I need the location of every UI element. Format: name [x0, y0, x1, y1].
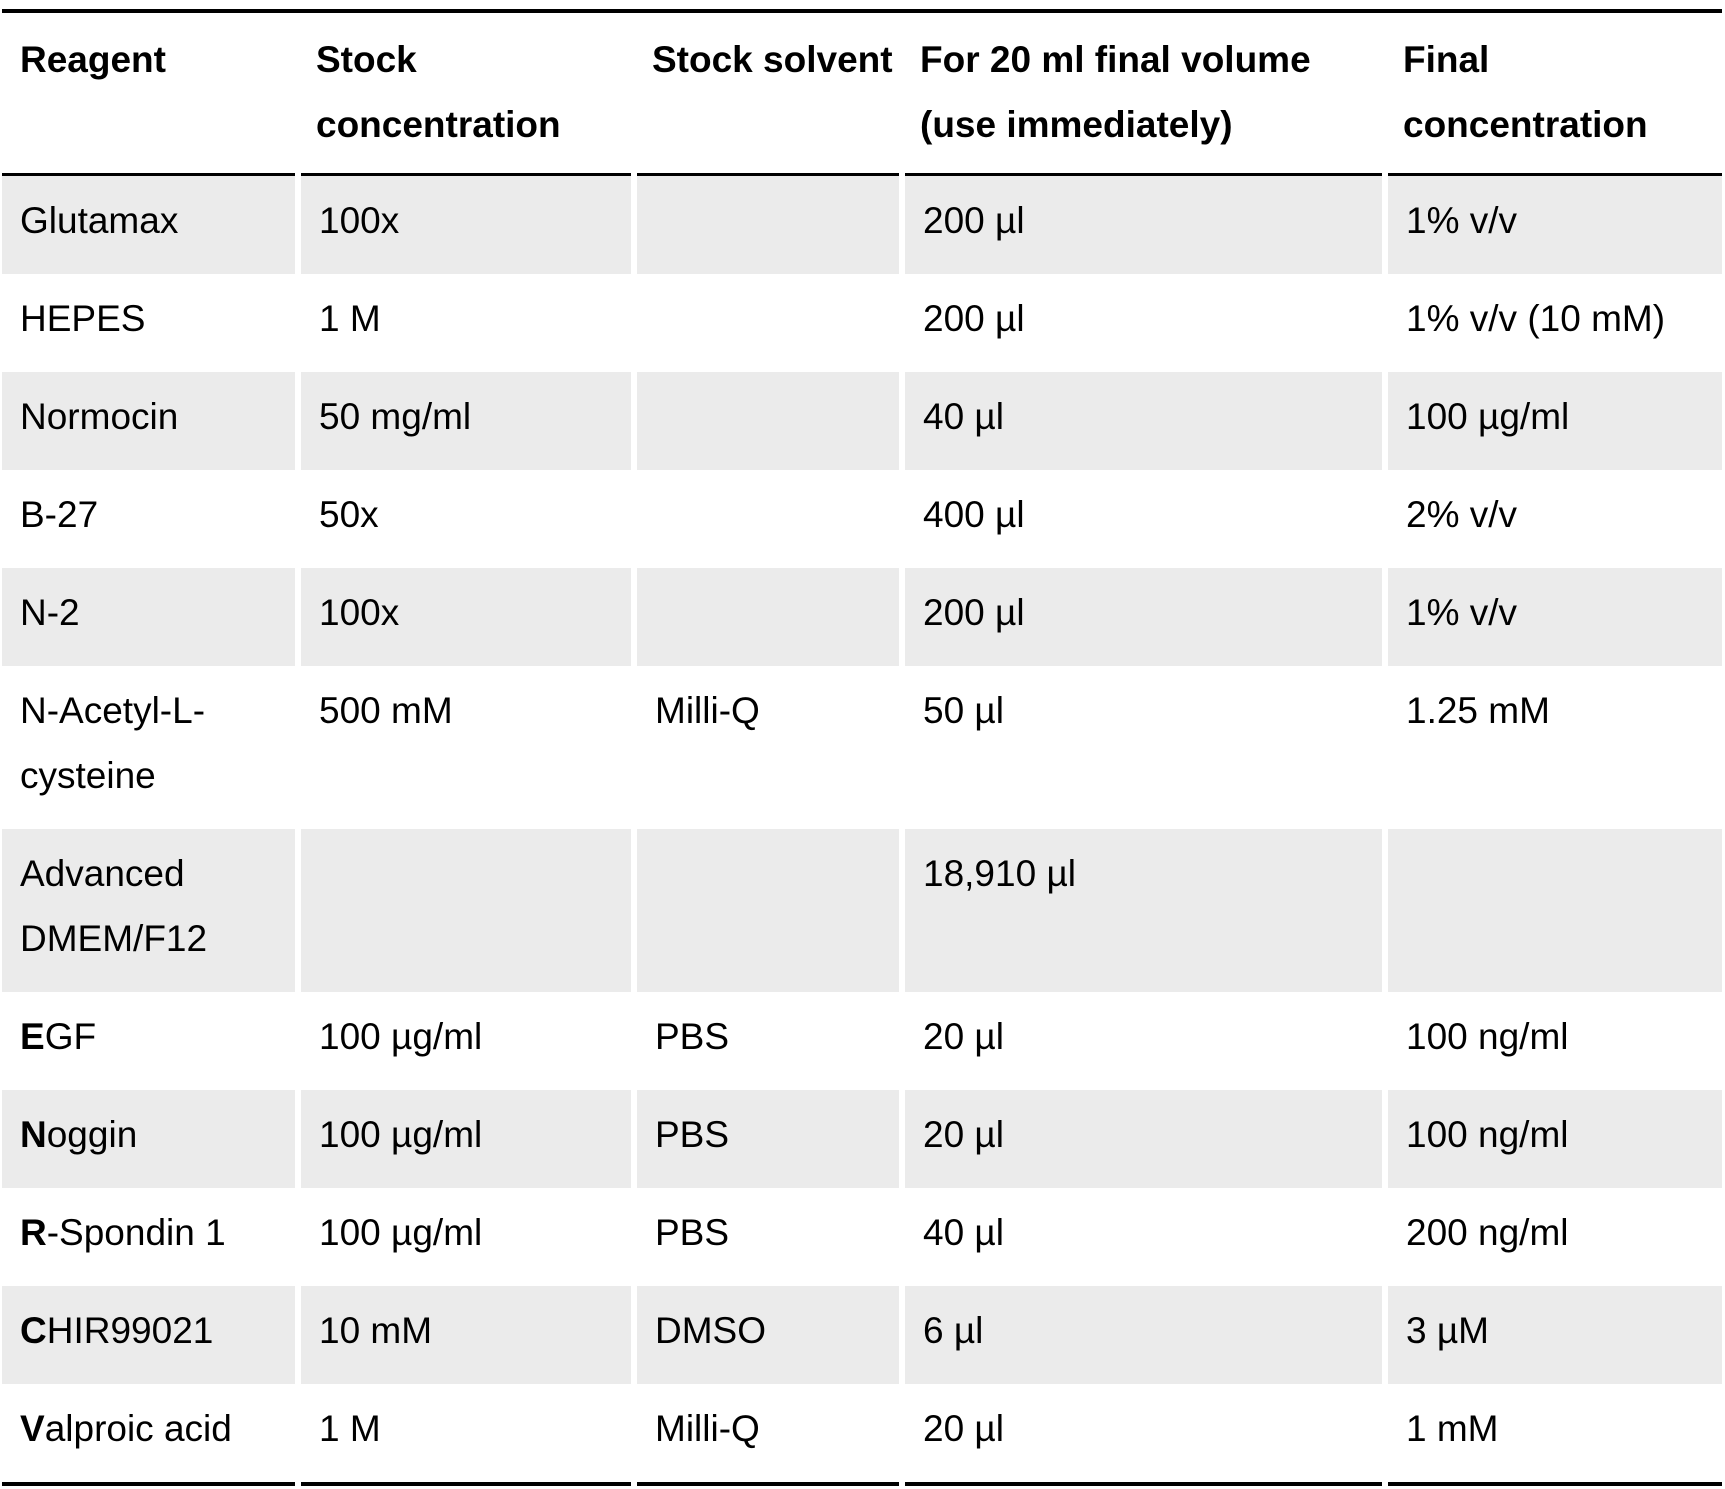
cell-reagent: CHIR99021: [2, 1286, 298, 1384]
cell-stock-solvent: [631, 274, 902, 372]
cell-volume: 6 µl: [899, 1286, 1385, 1384]
cell-reagent: B-27: [2, 470, 298, 568]
cell-stock-solvent: Milli-Q: [631, 666, 902, 829]
reagent-name: N-Acetyl-L-cysteine: [20, 690, 206, 796]
cell-reagent: Glutamax: [2, 174, 298, 274]
cell-stock-concentration: 50x: [295, 470, 634, 568]
table-row: Advanced DMEM/F12 18,910 µl: [2, 829, 1722, 992]
reagent-initial: C: [20, 1310, 47, 1351]
cell-reagent: Valproic acid: [2, 1384, 298, 1484]
reagent-name: N-2: [20, 592, 80, 633]
cell-volume: 18,910 µl: [899, 829, 1385, 992]
table-row: CHIR99021 10 mM DMSO 6 µl 3 µM: [2, 1286, 1722, 1384]
cell-stock-concentration: 500 mM: [295, 666, 634, 829]
reagent-initial: N: [20, 1114, 47, 1155]
cell-reagent: Noggin: [2, 1090, 298, 1188]
cell-stock-concentration: 50 mg/ml: [295, 372, 634, 470]
table-row: N-2 100x 200 µl 1% v/v: [2, 568, 1722, 666]
table-body: Glutamax 100x 200 µl 1% v/v HEPES 1 M 200 µl 1%…: [2, 174, 1722, 1484]
reagent-name: Normocin: [20, 396, 179, 437]
cell-stock-concentration: 1 M: [295, 274, 634, 372]
cell-final-concentration: 200 ng/ml: [1382, 1188, 1722, 1286]
reagent-name: Advanced DMEM/F12: [20, 853, 208, 959]
cell-reagent: R-Spondin 1: [2, 1188, 298, 1286]
cell-stock-concentration: 100x: [295, 174, 634, 274]
table-row: EGF 100 µg/ml PBS 20 µl 100 ng/ml: [2, 992, 1722, 1090]
table-row: Noggin 100 µg/ml PBS 20 µl 100 ng/ml: [2, 1090, 1722, 1188]
table-row: Glutamax 100x 200 µl 1% v/v: [2, 174, 1722, 274]
cell-reagent: Advanced DMEM/F12: [2, 829, 298, 992]
cell-stock-concentration: 100 µg/ml: [295, 1090, 634, 1188]
cell-final-concentration: 100 µg/ml: [1382, 372, 1722, 470]
reagent-initial: R: [20, 1212, 47, 1253]
header-stock-concentration: Stock concentration: [298, 11, 634, 175]
cell-final-concentration: 3 µM: [1382, 1286, 1722, 1384]
cell-stock-concentration: [295, 829, 634, 992]
cell-volume: 20 µl: [899, 992, 1385, 1090]
cell-volume: 20 µl: [899, 1384, 1385, 1484]
header-volume: For 20 ml final volume (use immediately): [902, 11, 1385, 175]
reagent-table-container: Reagent Stock concentration Stock solven…: [2, 9, 1722, 1486]
cell-stock-solvent: PBS: [631, 1090, 902, 1188]
reagent-name: -Spondin 1: [46, 1212, 226, 1253]
cell-volume: 40 µl: [899, 1188, 1385, 1286]
reagent-name: GF: [44, 1016, 97, 1057]
table-row: N-Acetyl-L-cysteine 500 mM Milli-Q 50 µl 1.2…: [2, 666, 1722, 829]
table-row: B-27 50x 400 µl 2% v/v: [2, 470, 1722, 568]
cell-stock-solvent: PBS: [631, 992, 902, 1090]
cell-reagent: N-Acetyl-L-cysteine: [2, 666, 298, 829]
table-row: Normocin 50 mg/ml 40 µl 100 µg/ml: [2, 372, 1722, 470]
cell-final-concentration: [1382, 829, 1722, 992]
cell-stock-solvent: [631, 174, 902, 274]
cell-volume: 200 µl: [899, 174, 1385, 274]
table-row: Valproic acid 1 M Milli-Q 20 µl 1 mM: [2, 1384, 1722, 1484]
cell-stock-solvent: PBS: [631, 1188, 902, 1286]
reagent-name: Glutamax: [20, 200, 179, 241]
cell-stock-concentration: 100x: [295, 568, 634, 666]
cell-stock-solvent: [631, 568, 902, 666]
cell-stock-concentration: 100 µg/ml: [295, 1188, 634, 1286]
cell-final-concentration: 1% v/v: [1382, 568, 1722, 666]
cell-reagent: HEPES: [2, 274, 298, 372]
cell-volume: 20 µl: [899, 1090, 1385, 1188]
cell-volume: 200 µl: [899, 568, 1385, 666]
cell-final-concentration: 1% v/v: [1382, 174, 1722, 274]
table-header: Reagent Stock concentration Stock solven…: [2, 11, 1722, 175]
cell-reagent: EGF: [2, 992, 298, 1090]
reagent-name: oggin: [46, 1114, 138, 1155]
cell-stock-concentration: 10 mM: [295, 1286, 634, 1384]
reagent-name: HIR99021: [46, 1310, 214, 1351]
cell-volume: 40 µl: [899, 372, 1385, 470]
reagent-initial: V: [20, 1408, 45, 1449]
cell-volume: 50 µl: [899, 666, 1385, 829]
cell-final-concentration: 100 ng/ml: [1382, 1090, 1722, 1188]
cell-final-concentration: 1% v/v (10 mM): [1382, 274, 1722, 372]
cell-stock-solvent: Milli-Q: [631, 1384, 902, 1484]
cell-final-concentration: 100 ng/ml: [1382, 992, 1722, 1090]
reagent-name: alproic acid: [44, 1408, 232, 1449]
cell-final-concentration: 1 mM: [1382, 1384, 1722, 1484]
cell-volume: 400 µl: [899, 470, 1385, 568]
cell-reagent: Normocin: [2, 372, 298, 470]
cell-stock-solvent: [631, 470, 902, 568]
cell-final-concentration: 2% v/v: [1382, 470, 1722, 568]
cell-stock-concentration: 1 M: [295, 1384, 634, 1484]
cell-stock-concentration: 100 µg/ml: [295, 992, 634, 1090]
header-final-concentration: Final concentration: [1385, 11, 1722, 175]
table-row: HEPES 1 M 200 µl 1% v/v (10 mM): [2, 274, 1722, 372]
header-row: Reagent Stock concentration Stock solven…: [2, 11, 1722, 175]
reagent-table: Reagent Stock concentration Stock solven…: [2, 9, 1722, 1486]
reagent-name: HEPES: [20, 298, 146, 339]
cell-stock-solvent: [631, 372, 902, 470]
header-stock-solvent: Stock solvent: [634, 11, 902, 175]
reagent-initial: E: [20, 1016, 45, 1057]
cell-stock-solvent: [631, 829, 902, 992]
cell-stock-solvent: DMSO: [631, 1286, 902, 1384]
cell-final-concentration: 1.25 mM: [1382, 666, 1722, 829]
table-row: R-Spondin 1 100 µg/ml PBS 40 µl 200 ng/ml: [2, 1188, 1722, 1286]
reagent-name: B-27: [20, 494, 99, 535]
header-reagent: Reagent: [2, 11, 298, 175]
cell-volume: 200 µl: [899, 274, 1385, 372]
cell-reagent: N-2: [2, 568, 298, 666]
